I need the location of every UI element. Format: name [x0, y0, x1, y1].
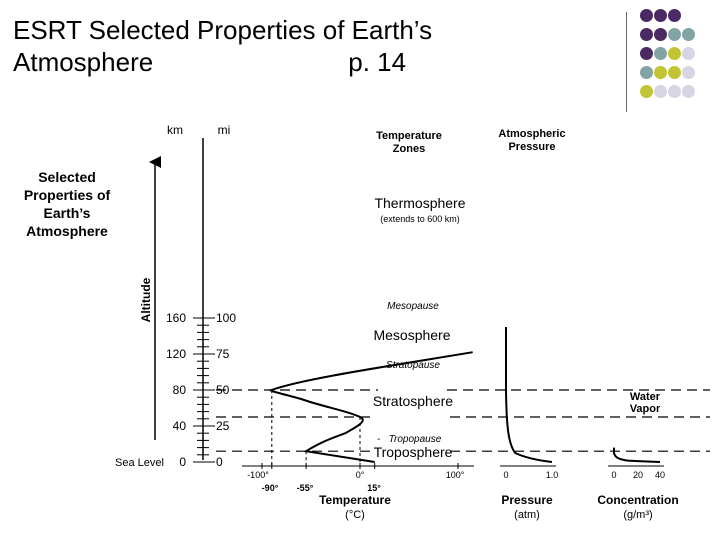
altitude-scale-ticks	[193, 317, 215, 463]
thermosphere-label: Thermosphere	[374, 195, 465, 211]
decorative-dot	[682, 85, 695, 98]
mi-tick-label: 100	[216, 311, 236, 325]
km-header: km	[167, 123, 183, 137]
troposphere-label: Troposphere	[374, 444, 453, 460]
water-vapor-axis-label: Concentration	[597, 493, 678, 507]
title-atmosphere: Atmosphere	[13, 47, 154, 77]
water-vapor-label-1: Water	[630, 391, 661, 403]
decorative-dot	[640, 66, 653, 79]
altitude-label: Altitude	[139, 277, 153, 322]
decorative-dot	[640, 47, 653, 60]
mesopause-label: Mesopause	[387, 301, 439, 312]
temperature-zones-header-1: Temperature	[376, 130, 442, 142]
decorative-dot	[654, 47, 667, 60]
slide-title: ESRT Selected Properties of Earth’s Atmo…	[13, 14, 432, 78]
water-vapor-label-2: Vapor	[630, 403, 661, 415]
atmosphere-diagram: Selected Properties of Earth’s Atmospher…	[24, 123, 710, 521]
page-reference: p. 14	[348, 47, 407, 77]
km-tick-label: 160	[166, 311, 186, 325]
pressure-curve	[505, 327, 553, 463]
pressure-header-2: Pressure	[508, 141, 555, 153]
temp-tick-minus55: -55°	[297, 483, 314, 493]
decorative-dot	[682, 47, 695, 60]
decorative-dot	[654, 85, 667, 98]
pressure-tick-1: 1.0	[546, 470, 559, 480]
decorative-divider	[626, 12, 627, 112]
vapor-tick-0: 0	[611, 470, 616, 480]
vapor-tick-40: 40	[655, 470, 665, 480]
title-line-1: ESRT Selected Properties of Earth’s	[13, 15, 433, 45]
vapor-tick-20: 20	[633, 470, 643, 480]
temperature-curve	[269, 351, 473, 463]
sea-level-label: Sea Level	[115, 457, 164, 469]
decorative-dot	[640, 28, 653, 41]
side-title-line-4: Atmosphere	[26, 223, 108, 239]
temp-tick-100: 100°	[446, 470, 465, 480]
stratosphere-label: Stratosphere	[373, 393, 453, 409]
side-title-line-2: Properties of	[24, 187, 111, 203]
temperature-axis-ticks	[261, 463, 459, 469]
temp-tick-minus90: -90°	[262, 483, 279, 493]
temperature-zones-header-2: Zones	[393, 143, 425, 155]
mesosphere-label: Mesosphere	[373, 327, 450, 343]
pressure-header-1: Atmospheric	[498, 128, 565, 140]
decorative-dot	[682, 28, 695, 41]
pause-boundaries	[216, 389, 710, 452]
tropopause-label: Tropopause	[389, 434, 442, 445]
temperature-dropdown-lines	[271, 390, 361, 466]
temperature-axis-label: Temperature	[319, 493, 391, 507]
decorative-dot	[640, 85, 653, 98]
decorative-dot	[654, 9, 667, 22]
decorative-dot	[668, 9, 681, 22]
side-title-line-1: Selected	[38, 169, 96, 185]
tropopause-dash: -	[377, 434, 381, 445]
pressure-tick-0: 0	[503, 470, 508, 480]
temp-tick-15: 15°	[367, 483, 381, 493]
stratopause-label: Stratopause	[386, 360, 440, 371]
decorative-dot	[668, 28, 681, 41]
km-tick-labels: 160 120 80 40 0	[166, 311, 186, 469]
km-tick-label: 0	[179, 455, 186, 469]
pressure-axis-label: Pressure	[501, 493, 553, 507]
water-vapor-curve	[613, 447, 661, 463]
mi-tick-label: 75	[216, 347, 230, 361]
title-line-2: Atmosphere p. 14	[13, 46, 432, 78]
side-title-line-3: Earth’s	[44, 205, 91, 221]
decorative-dot	[682, 66, 695, 79]
pressure-axis-unit: (atm)	[514, 509, 540, 521]
mi-tick-label: 0	[216, 455, 223, 469]
decorative-dot	[654, 28, 667, 41]
decorative-dot	[654, 66, 667, 79]
water-vapor-axis-unit: (g/m³)	[623, 509, 652, 521]
decorative-dot	[668, 85, 681, 98]
decorative-dot	[668, 66, 681, 79]
temp-tick-0: 0°	[356, 470, 365, 480]
temp-tick-minus100: -100°	[247, 470, 269, 480]
decorative-dot	[640, 9, 653, 22]
km-tick-label: 120	[166, 347, 186, 361]
km-tick-label: 40	[173, 419, 187, 433]
temperature-axis-unit: (°C)	[345, 509, 365, 521]
mi-header: mi	[218, 123, 231, 137]
mi-tick-label: 25	[216, 419, 230, 433]
decorative-dot	[668, 47, 681, 60]
thermosphere-note: (extends to 600 km)	[380, 214, 460, 224]
km-tick-label: 80	[173, 383, 187, 397]
decorative-dot-grid	[640, 9, 720, 109]
